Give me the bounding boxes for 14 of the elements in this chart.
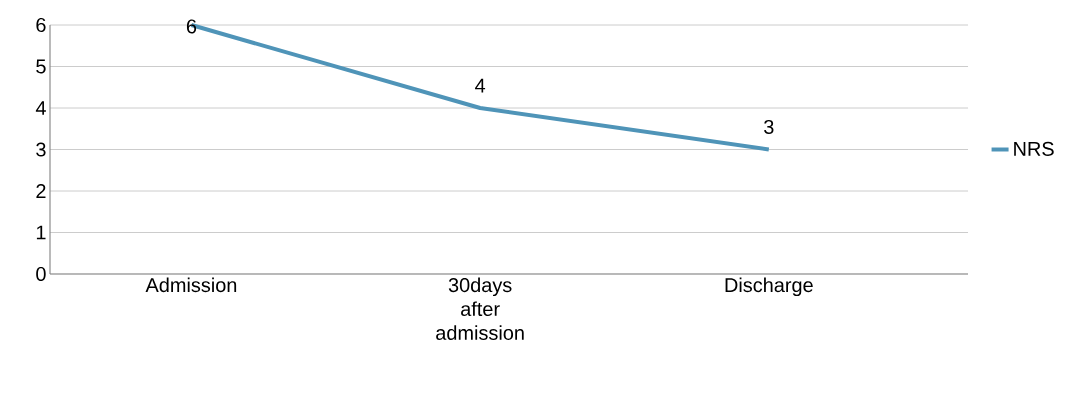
legend-label: NRS — [1014, 141, 1054, 156]
y-tick-label: 0 — [36, 266, 46, 282]
x-tick-label: Admission — [145, 277, 237, 293]
y-tick-label: 5 — [36, 59, 46, 74]
x-tick-label: Discharge — [725, 277, 813, 297]
data-label: 6 — [186, 19, 197, 34]
y-tick-label: 3 — [36, 142, 46, 157]
y-tick-label: 1 — [36, 225, 46, 240]
data-label: 3 — [764, 119, 774, 134]
x-tick-label: 30days after admission — [436, 277, 524, 340]
y-tick-label: 6 — [36, 17, 46, 33]
y-tick-label: 4 — [35, 101, 46, 115]
data-label: 4 — [475, 78, 486, 93]
y-tick-label: 2 — [36, 184, 46, 198]
